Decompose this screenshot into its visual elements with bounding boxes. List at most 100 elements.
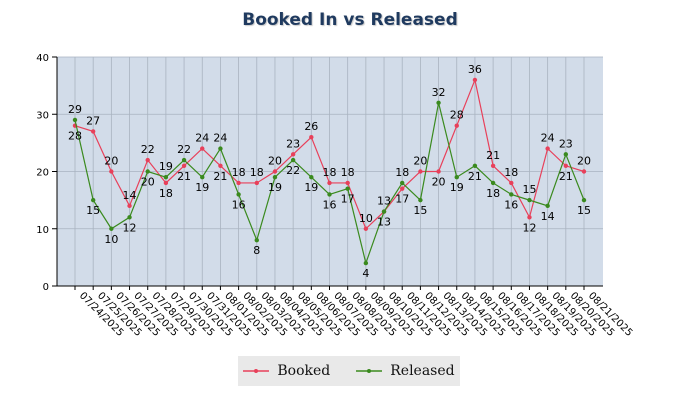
data-label-booked: 18: [250, 166, 264, 179]
data-label-released: 21: [468, 170, 482, 183]
data-point-booked[interactable]: [272, 169, 278, 174]
data-label-booked: 13: [377, 195, 391, 208]
legend-item-released[interactable]: Released: [356, 363, 455, 379]
y-tick-label: 0: [43, 282, 49, 293]
data-point-released[interactable]: [200, 175, 205, 180]
data-point-released[interactable]: [345, 186, 350, 191]
legend-label-released: Released: [390, 363, 455, 379]
data-label-booked: 17: [395, 193, 409, 206]
data-label-released: 16: [323, 198, 337, 211]
data-point-released[interactable]: [218, 146, 223, 151]
data-point-booked[interactable]: [327, 180, 332, 186]
data-point-booked[interactable]: [309, 134, 314, 140]
data-point-booked[interactable]: [509, 180, 514, 186]
legend: Booked Released: [238, 356, 460, 386]
data-label-released: 19: [159, 160, 173, 173]
y-tick-label: 40: [36, 53, 49, 64]
data-point-booked[interactable]: [254, 180, 259, 186]
y-tick-label: 10: [36, 225, 49, 236]
data-label-booked: 21: [177, 170, 191, 183]
data-point-released[interactable]: [436, 100, 441, 106]
data-point-booked[interactable]: [490, 163, 496, 168]
data-label-released: 13: [377, 216, 391, 229]
data-point-booked[interactable]: [472, 77, 478, 83]
data-label-released: 17: [341, 193, 355, 206]
data-point-booked[interactable]: [236, 180, 241, 186]
data-point-booked[interactable]: [527, 215, 532, 220]
data-label-released: 14: [541, 210, 555, 223]
data-point-booked[interactable]: [109, 169, 114, 174]
data-point-released[interactable]: [381, 209, 387, 214]
data-label-released: 16: [232, 198, 246, 211]
data-point-booked[interactable]: [418, 169, 423, 174]
data-point-released[interactable]: [545, 203, 550, 209]
data-point-released[interactable]: [581, 197, 587, 203]
data-label-released: 23: [559, 137, 573, 150]
data-point-booked[interactable]: [90, 129, 96, 134]
data-point-released[interactable]: [400, 180, 405, 186]
data-label-booked: 20: [104, 155, 118, 168]
data-point-released[interactable]: [236, 192, 241, 197]
data-label-released: 15: [577, 204, 591, 217]
data-label-released: 22: [286, 164, 300, 177]
data-label-released: 20: [141, 176, 155, 189]
data-label-booked: 20: [432, 176, 446, 189]
data-point-released[interactable]: [418, 197, 423, 203]
data-point-released[interactable]: [472, 163, 478, 168]
data-point-released[interactable]: [290, 157, 296, 163]
data-point-booked[interactable]: [454, 123, 459, 128]
data-point-released[interactable]: [363, 260, 369, 266]
legend-label-booked: Booked: [277, 363, 331, 379]
data-label-released: 19: [450, 181, 464, 194]
data-point-booked[interactable]: [145, 157, 150, 163]
data-label-booked: 22: [141, 143, 155, 156]
data-label-booked: 14: [123, 189, 137, 202]
data-label-released: 18: [486, 187, 500, 200]
data-point-booked[interactable]: [218, 163, 223, 168]
y-tick-label: 30: [36, 110, 49, 121]
data-point-released[interactable]: [72, 117, 78, 123]
data-point-booked[interactable]: [127, 203, 132, 209]
data-label-booked: 24: [541, 132, 555, 145]
data-point-released[interactable]: [563, 152, 569, 157]
data-label-booked: 26: [304, 120, 318, 133]
data-point-booked[interactable]: [545, 146, 550, 151]
data-point-released[interactable]: [145, 169, 150, 174]
data-label-released: 24: [213, 132, 227, 145]
data-point-released[interactable]: [272, 175, 278, 180]
data-point-booked[interactable]: [345, 180, 350, 186]
data-label-booked: 18: [504, 166, 518, 179]
legend-swatch-booked: [243, 369, 270, 373]
data-point-booked[interactable]: [436, 169, 441, 174]
data-label-released: 29: [68, 103, 82, 116]
data-point-released[interactable]: [163, 175, 169, 180]
legend-item-booked[interactable]: Booked: [243, 363, 330, 379]
data-point-booked[interactable]: [363, 226, 369, 231]
data-point-booked[interactable]: [400, 186, 405, 191]
data-label-booked: 28: [450, 109, 464, 122]
data-label-booked: 10: [359, 212, 373, 225]
data-point-booked[interactable]: [581, 169, 587, 174]
data-label-booked: 21: [213, 170, 227, 183]
data-point-released[interactable]: [527, 197, 532, 203]
data-point-booked[interactable]: [181, 163, 187, 168]
data-point-released[interactable]: [490, 180, 496, 186]
data-point-released[interactable]: [327, 192, 332, 197]
data-point-booked[interactable]: [563, 163, 569, 168]
data-label-booked: 18: [341, 166, 355, 179]
data-label-booked: 18: [232, 166, 246, 179]
data-point-booked[interactable]: [163, 180, 169, 186]
data-point-released[interactable]: [109, 226, 114, 231]
data-label-released: 10: [104, 233, 118, 246]
data-point-released[interactable]: [254, 238, 259, 243]
data-point-released[interactable]: [90, 197, 96, 203]
data-point-released[interactable]: [181, 157, 187, 163]
data-point-released[interactable]: [127, 215, 132, 220]
data-point-released[interactable]: [454, 175, 459, 180]
data-point-booked[interactable]: [290, 152, 296, 157]
data-point-released[interactable]: [309, 175, 314, 180]
data-point-booked[interactable]: [200, 146, 205, 151]
data-point-released[interactable]: [509, 192, 514, 197]
